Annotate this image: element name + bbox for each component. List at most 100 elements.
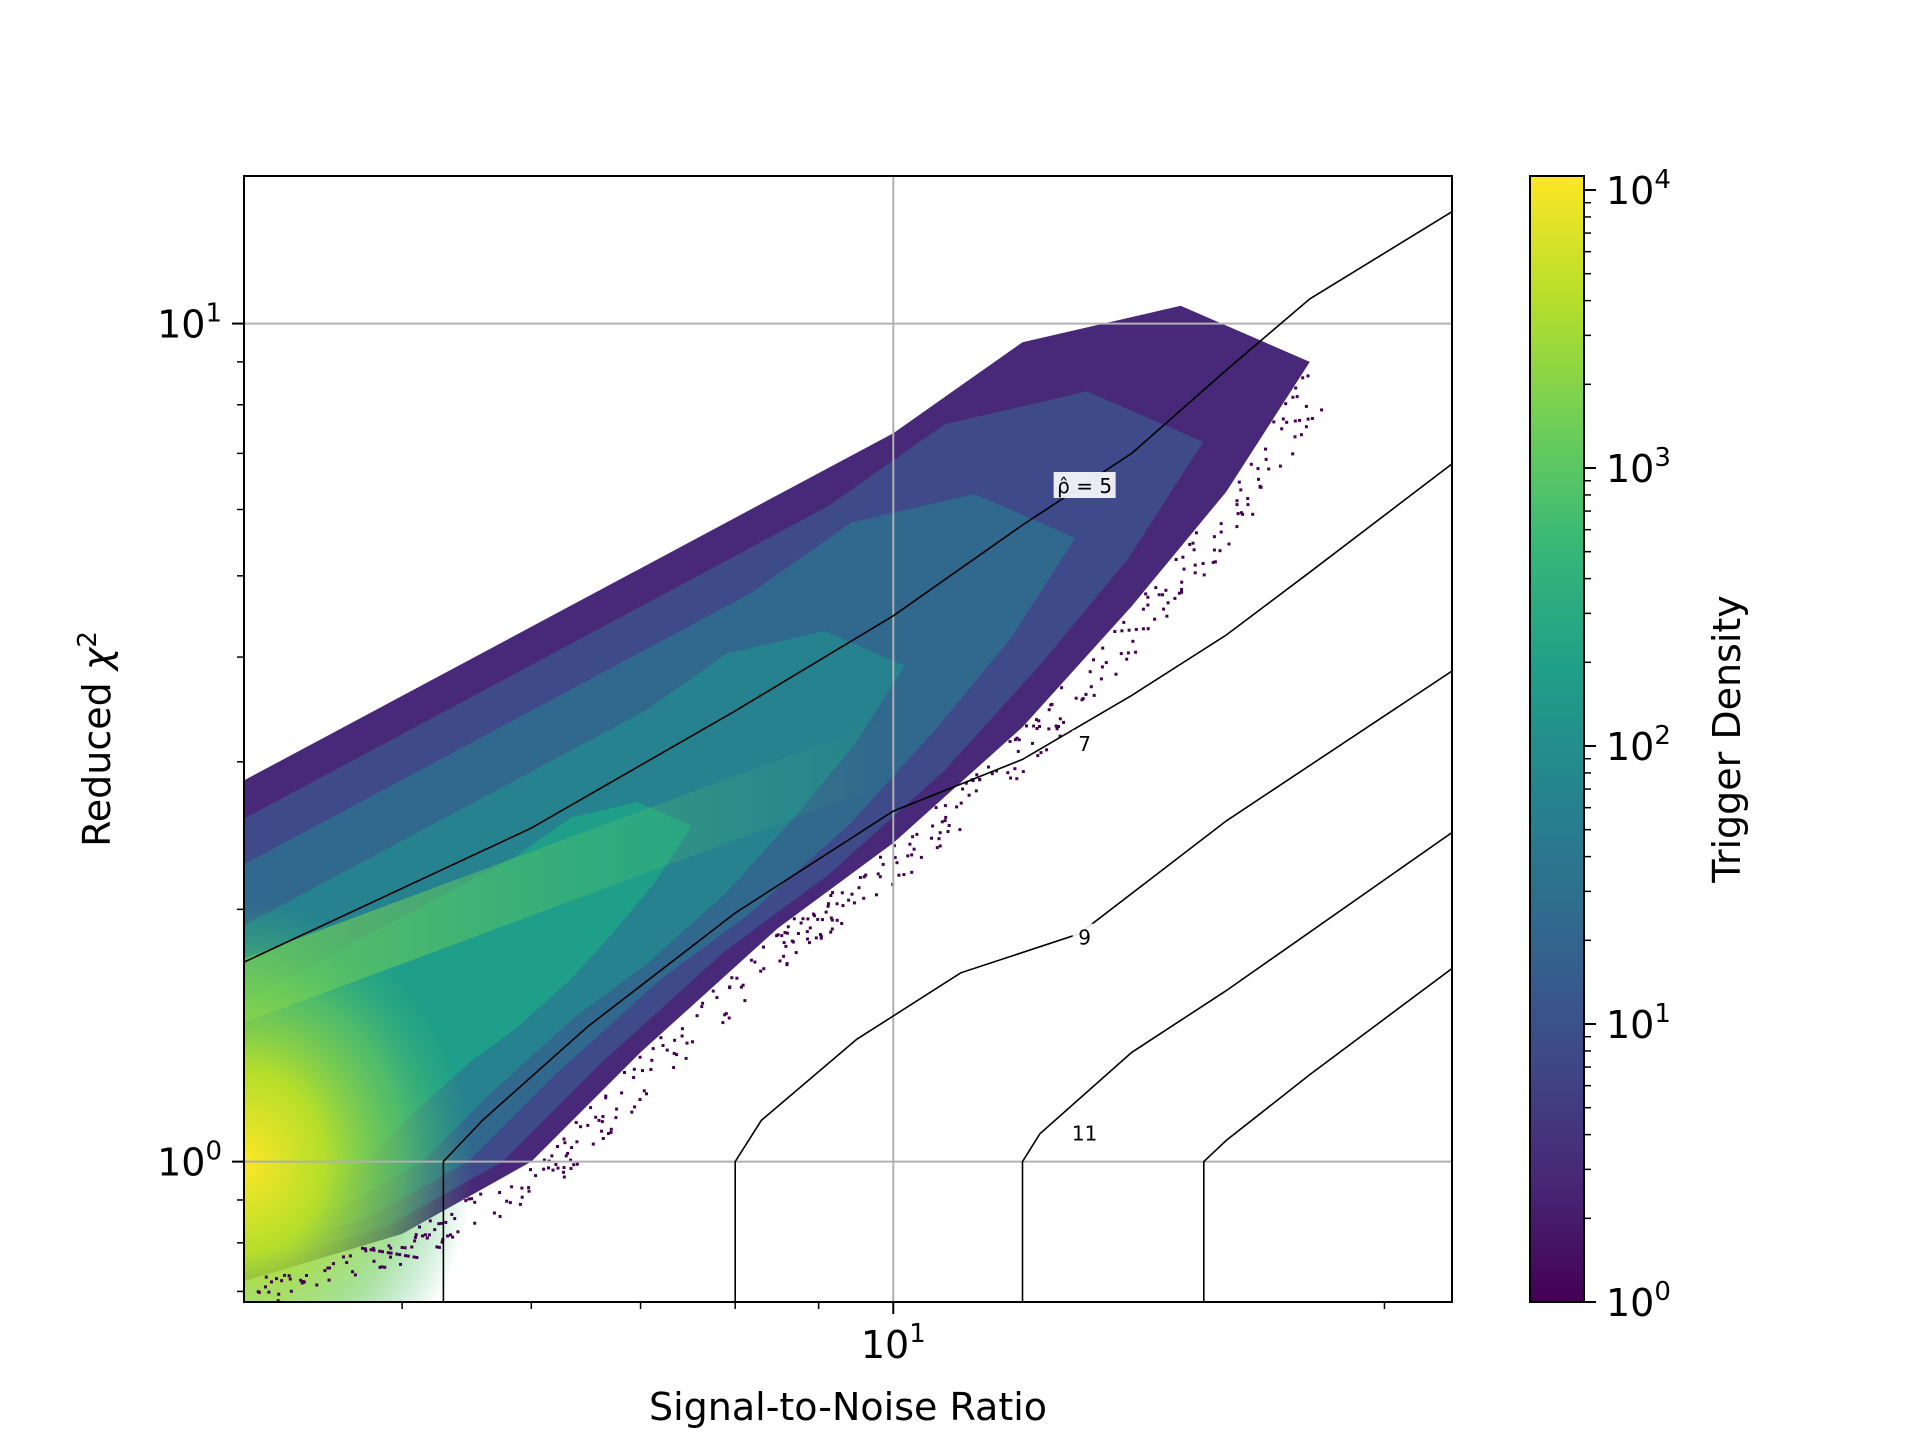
density-dot — [778, 959, 782, 963]
density-dot — [908, 842, 912, 846]
density-dot — [1284, 402, 1288, 406]
density-dot — [1036, 754, 1040, 758]
density-dot — [831, 891, 834, 895]
density-dot — [572, 1163, 576, 1167]
density-dot — [978, 778, 982, 782]
density-dot — [827, 902, 830, 906]
contour-label-bg — [1072, 1119, 1097, 1146]
density-dot — [1114, 672, 1118, 676]
density-dot — [1035, 727, 1039, 730]
density-dot — [579, 1125, 583, 1129]
density-dot — [326, 1266, 330, 1270]
contour-line — [734, 670, 1452, 1302]
density-dot — [427, 1233, 431, 1237]
density-dot — [406, 1254, 410, 1258]
density-dot — [650, 1058, 654, 1062]
density-dot — [283, 1273, 286, 1277]
density-dot — [680, 1027, 684, 1031]
x-tick-label-exponent: 1 — [909, 1319, 926, 1349]
density-dot — [479, 1192, 483, 1196]
density-dot — [958, 828, 962, 832]
density-dot — [1074, 696, 1078, 700]
density-dot — [554, 1163, 558, 1166]
density-dot — [547, 1166, 550, 1170]
density-dot — [762, 967, 766, 971]
density-dot — [892, 844, 896, 848]
y-axis-title: Reduced χ2 — [73, 631, 119, 847]
density-dot — [1249, 462, 1253, 466]
density-dot — [520, 1186, 524, 1190]
density-dot — [1191, 541, 1195, 545]
colorbar-tick-label: 103 — [1606, 443, 1671, 491]
density-dot — [527, 1186, 531, 1190]
density-dot — [1301, 376, 1305, 380]
density-dot — [332, 1262, 335, 1266]
density-dot — [931, 824, 935, 828]
density-dot — [862, 875, 866, 879]
density-dot — [1165, 614, 1169, 618]
density-dot — [404, 1254, 407, 1258]
x-axis: 101 — [401, 1302, 1386, 1367]
density-dot — [275, 1277, 278, 1281]
density-dot — [620, 1091, 624, 1095]
density-dot — [564, 1154, 568, 1158]
density-dot — [1264, 457, 1268, 461]
density-dot — [911, 835, 915, 839]
density-dot — [819, 934, 823, 938]
density-dot — [785, 931, 789, 935]
density-dot — [327, 1278, 331, 1282]
density-dot — [569, 1158, 573, 1162]
density-dot — [724, 1012, 728, 1016]
density-dot — [1281, 417, 1285, 421]
density-dot — [824, 910, 828, 914]
density-dot — [910, 853, 914, 857]
density-dot — [672, 1051, 676, 1055]
density-dot — [600, 1120, 604, 1124]
density-dot — [1122, 620, 1126, 624]
density-dot — [1055, 727, 1059, 731]
density-dot — [840, 891, 844, 895]
density-dot — [395, 1252, 399, 1256]
density-dot — [1166, 601, 1170, 605]
density-dot — [959, 801, 963, 805]
density-dot — [498, 1191, 502, 1194]
density-dot — [1264, 447, 1267, 451]
density-dot — [256, 1290, 260, 1294]
density-dot — [830, 927, 834, 931]
colorbar-tick-label-exponent: 2 — [1654, 721, 1671, 751]
density-dot — [589, 1106, 593, 1110]
density-dot — [1045, 748, 1049, 752]
density-dot — [449, 1233, 452, 1237]
density-dot — [1272, 420, 1276, 424]
density-ridge — [244, 719, 924, 1021]
density-dot — [601, 1115, 605, 1118]
density-dot — [1306, 374, 1310, 378]
colorbar-tick-label-exponent: 3 — [1654, 443, 1671, 473]
density-dot — [412, 1255, 416, 1259]
density-dot — [638, 1055, 642, 1059]
x-tick-label-base: 10 — [861, 1323, 909, 1367]
density-dot — [934, 806, 938, 810]
density-dot — [415, 1256, 419, 1259]
density-dot — [437, 1222, 441, 1226]
colorbar-tick-label: 100 — [1606, 1277, 1671, 1325]
density-dot — [1017, 738, 1021, 742]
density-dot — [556, 1145, 559, 1148]
density-dot — [783, 931, 787, 934]
density-dot — [1125, 657, 1129, 661]
colorbar-tick-label-exponent: 0 — [1654, 1277, 1671, 1307]
density-dot — [938, 831, 942, 835]
density-dot — [944, 815, 948, 819]
density-dot — [684, 1056, 688, 1060]
density-dot — [492, 1211, 496, 1215]
density-dot — [508, 1201, 512, 1205]
density-dot — [691, 1040, 694, 1044]
contour-label-bg — [1072, 730, 1097, 757]
density-dot — [529, 1168, 532, 1172]
density-dot — [425, 1236, 429, 1240]
density-dot — [1015, 736, 1019, 740]
density-dot — [876, 872, 880, 876]
